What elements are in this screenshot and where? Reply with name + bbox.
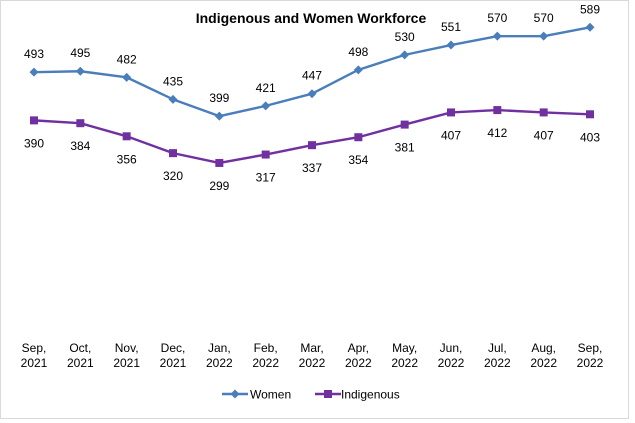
legend-women-marker [230,389,240,399]
indigenous-data-label-8: 381 [395,141,415,155]
indigenous-point-2 [122,132,131,141]
women-data-label-4: 399 [209,91,229,105]
women-data-label-2: 482 [117,52,137,66]
indigenous-point-4 [215,158,224,167]
women-point-6 [307,89,317,99]
x-tick-label-4: Jan, 2022 [206,341,233,370]
legend: Women Indigenous [222,388,400,402]
women-data-label-8: 530 [395,30,415,44]
women-point-9 [446,40,456,50]
legend-indigenous-marker [324,390,332,398]
indigenous-data-label-10: 412 [487,126,507,140]
x-tick-label-3: Dec, 2021 [160,341,187,370]
women-point-10 [492,31,502,41]
indigenous-data-label-7: 354 [348,153,368,167]
x-tick-label-2: Nov, 2021 [113,341,140,370]
indigenous-data-label-3: 320 [163,169,183,183]
women-data-label-10: 570 [487,11,507,25]
x-tick-label-1: Oct, 2021 [67,341,94,370]
women-point-7 [353,65,363,75]
indigenous-data-label-0: 390 [24,136,44,150]
x-tick-label-7: Apr, 2022 [345,341,372,370]
women-point-2 [122,72,132,82]
women-point-0 [29,67,39,77]
women-data-label-1: 495 [70,46,90,60]
indigenous-point-11 [539,108,548,117]
women-data-label-6: 447 [302,69,322,83]
indigenous-point-7 [354,133,363,142]
indigenous-point-1 [76,119,85,128]
indigenous-data-label-1: 384 [70,139,90,153]
x-tick-label-11: Aug, 2022 [530,341,557,370]
indigenous-point-12 [586,110,594,119]
data-labels: 493 495 482 435 399 421 447 498 530 551 570 570 589 3… [24,2,600,193]
chart-title: Indigenous and Women Workforce [196,10,427,26]
indigenous-data-label-5: 317 [256,171,276,185]
indigenous-data-label-6: 337 [302,161,322,175]
women-point-11 [539,31,549,41]
women-point-1 [75,66,85,76]
women-point-12 [585,22,595,32]
indigenous-point-6 [308,141,316,150]
indigenous-point-9 [447,108,455,117]
x-tick-label-9: Jun, 2022 [438,341,465,370]
indigenous-point-5 [261,150,270,159]
indigenous-data-label-4: 299 [209,179,229,193]
women-data-label-11: 570 [534,11,554,25]
x-tick-label-12: Sep, 2022 [577,341,604,370]
series-markers [29,22,595,167]
indigenous-point-0 [30,116,38,125]
legend-indigenous-label: Indigenous [341,388,400,402]
indigenous-data-label-2: 356 [117,152,137,166]
women-data-label-5: 421 [256,81,276,95]
women-point-5 [261,101,271,111]
indigenous-point-8 [400,120,409,129]
women-data-label-3: 435 [163,74,183,88]
indigenous-data-label-11: 407 [534,128,554,142]
indigenous-point-10 [493,106,502,115]
women-data-label-12: 589 [580,2,600,16]
x-tick-label-6: Mar, 2022 [299,341,326,370]
women-point-8 [400,50,410,60]
x-tick-label-0: Sep, 2021 [21,341,48,370]
x-tick-label-10: Jul, 2022 [484,341,511,370]
women-data-label-0: 493 [24,47,44,61]
x-axis-tick-labels: Sep, 2021 Oct, 2021 Nov, 2021 Dec, 2021 Jan, 2022… [21,341,604,370]
legend-women-label: Women [250,388,291,402]
women-point-4 [214,111,224,121]
women-data-label-9: 551 [441,20,461,34]
women-point-3 [168,94,178,104]
indigenous-data-label-12: 403 [580,130,600,144]
x-tick-label-8: May, 2022 [391,341,418,370]
women-data-label-7: 498 [348,45,368,59]
indigenous-data-label-9: 407 [441,128,461,142]
indigenous-point-3 [169,149,177,158]
x-tick-label-5: Feb, 2022 [252,341,279,370]
